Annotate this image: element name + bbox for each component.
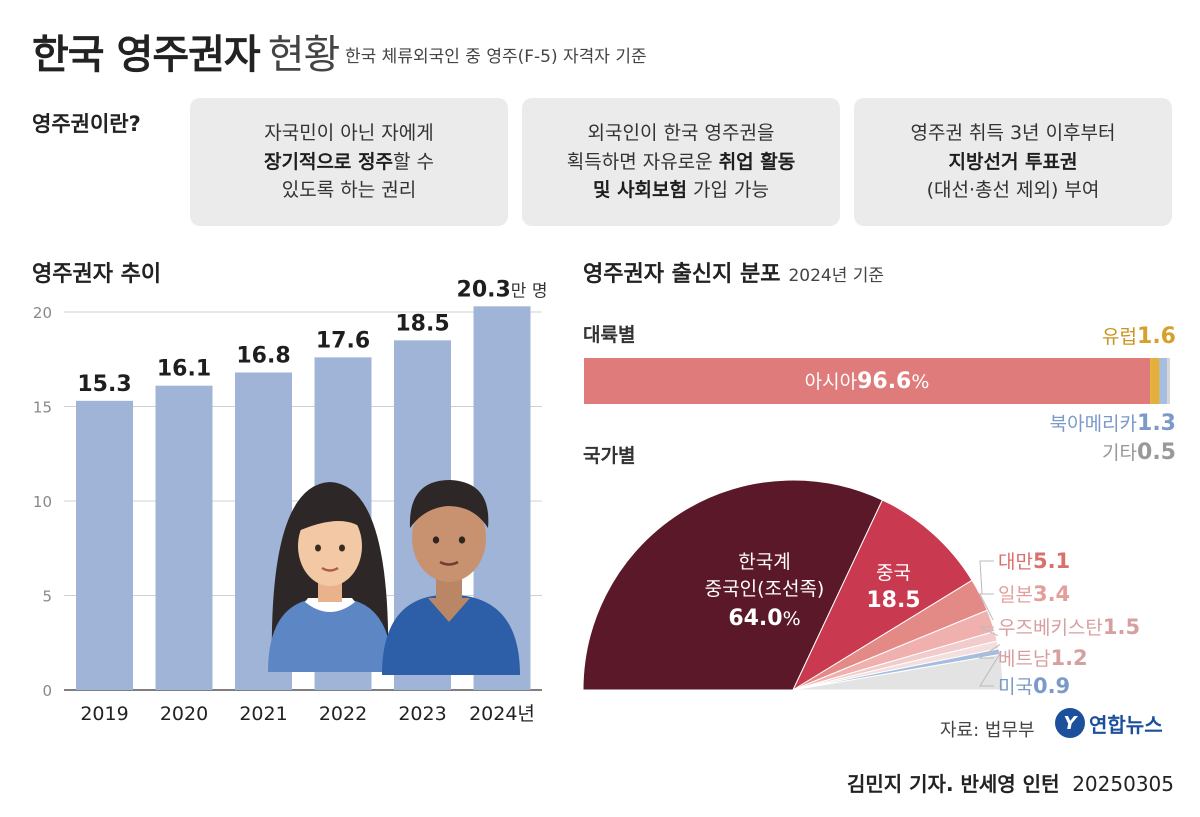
people-illustration	[268, 480, 520, 675]
y-tick-label: 15	[33, 399, 52, 417]
woman-figure	[268, 482, 392, 672]
source-text: 자료: 법무부	[940, 720, 1035, 741]
y-tick-label: 5	[42, 588, 52, 606]
continent-segment-2	[1159, 358, 1168, 404]
slice-label-main: 한국계 중국인(조선족) 64.0%	[705, 551, 825, 631]
continent-segment-3	[1167, 358, 1170, 404]
info-line: 및 사회보험 가입 가능	[592, 179, 769, 202]
man-figure	[382, 480, 520, 675]
y-tick-label: 20	[33, 304, 52, 322]
info-line: 있도록 하는 권리	[281, 179, 417, 202]
bar-2019	[76, 400, 133, 690]
x-tick-label: 2024년	[469, 703, 535, 725]
byline-date: 20250305	[1072, 772, 1174, 796]
bar-value-label: 18.5	[395, 311, 449, 336]
origin-title-main: 영주권자 출신지 분포	[583, 262, 781, 287]
byline: 김민지 기자. 반세영 인턴 20250305	[847, 768, 1174, 797]
logo-text: 연합뉴스	[1089, 712, 1163, 737]
byline-name: 김민지 기자. 반세영 인턴	[846, 772, 1060, 796]
europe-label: 유럽1.6	[1102, 324, 1176, 349]
info-line: 획득하면 자유로운 취업 활동	[566, 150, 796, 173]
bar-value-label: 17.6	[316, 328, 370, 353]
unit-label: 만 명	[511, 281, 548, 301]
yonhap-logo: Y 연합뉴스	[1055, 708, 1163, 738]
pie-slice-0	[582, 480, 884, 691]
etc-label: 기타0.5	[1102, 440, 1176, 465]
info-line: 지방선거 투표권	[948, 150, 1078, 173]
info-line: (대선·총선 제외) 부여	[926, 179, 1100, 202]
title-bold: 한국 영주권자	[32, 32, 261, 78]
info-box-1: 자국민이 아닌 자에게 장기적으로 정주할 수 있도록 하는 권리	[190, 98, 508, 226]
bar-2020	[155, 385, 213, 690]
info-line: 외국인이 한국 영주권을	[587, 122, 775, 145]
x-tick-label: 2021	[239, 703, 287, 725]
continent-segment-1	[1150, 358, 1160, 404]
origin-subtitle: 2024년 기준	[788, 266, 885, 286]
info-line: 자국민이 아닌 자에게	[264, 122, 434, 145]
leader-line	[979, 626, 999, 637]
info-line: 장기적으로 정주할 수	[264, 150, 434, 173]
leader-line	[979, 650, 1002, 687]
slice-label-6: 미국0.9	[998, 674, 1070, 695]
info-box-3: 영주권 취득 3년 이후부터 지방선거 투표권 (대선·총선 제외) 부여	[854, 98, 1172, 226]
slice-label-5: 베트남1.2	[998, 646, 1088, 670]
origin-title: 영주권자 출신지 분포 2024년 기준	[583, 256, 884, 288]
leader-line	[979, 593, 994, 621]
bar-value-label: 16.8	[236, 343, 290, 368]
page-title: 한국 영주권자 현황	[32, 22, 341, 80]
continent-segment-0	[584, 358, 1151, 404]
definition-label: 영주권이란?	[32, 112, 141, 136]
pie-slice-1	[791, 499, 973, 692]
pie-slice-7	[792, 653, 1004, 691]
bar-value-label: 15.3	[77, 372, 131, 397]
country-label: 국가별	[583, 445, 636, 467]
continent-chart: 아시아96.6% 유럽1.6 북아메리카1.3 기타0.5	[584, 324, 1176, 465]
leader-line	[979, 560, 994, 595]
slice-label-china: 중국 18.5	[866, 562, 920, 613]
info-box-2: 외국인이 한국 영주권을 획득하면 자유로운 취업 활동 및 사회보험 가입 가…	[522, 98, 840, 226]
title-light: 현황	[267, 32, 341, 78]
continent-label: 대륙별	[583, 324, 636, 346]
bar-value-label: 20.3만 명	[457, 277, 548, 302]
logo-mark: Y	[1055, 708, 1085, 738]
x-tick-label: 2019	[80, 703, 128, 725]
slice-label-3: 일본3.4	[998, 582, 1070, 606]
y-tick-label: 0	[42, 682, 52, 700]
x-tick-label: 2023	[398, 703, 446, 725]
leader-line	[978, 643, 1001, 659]
north-america-label: 북아메리카1.3	[1050, 411, 1176, 436]
bar-value-label: 16.1	[157, 357, 211, 382]
y-tick-label: 10	[33, 493, 52, 511]
trend-chart-title: 영주권자 추이	[32, 262, 162, 287]
country-chart: 한국계 중국인(조선족) 64.0% 중국 18.5 대만5.1 일본3.4 우즈베키스탄1.…	[582, 480, 1140, 695]
slice-label-2: 대만5.1	[998, 549, 1070, 573]
x-tick-label: 2020	[160, 703, 208, 725]
trend-chart: 0 5 10 15 20 15.3 2019 16.1 2020 16.8 2021 17.6 202…	[33, 277, 548, 725]
info-line: 영주권 취득 3년 이후부터	[910, 122, 1116, 145]
page-subtitle: 한국 체류외국인 중 영주(F-5) 자격자 기준	[345, 47, 647, 67]
slice-label-4: 우즈베키스탄1.5	[998, 615, 1140, 639]
asia-label: 아시아96.6%	[805, 369, 930, 394]
x-tick-label: 2022	[319, 703, 367, 725]
